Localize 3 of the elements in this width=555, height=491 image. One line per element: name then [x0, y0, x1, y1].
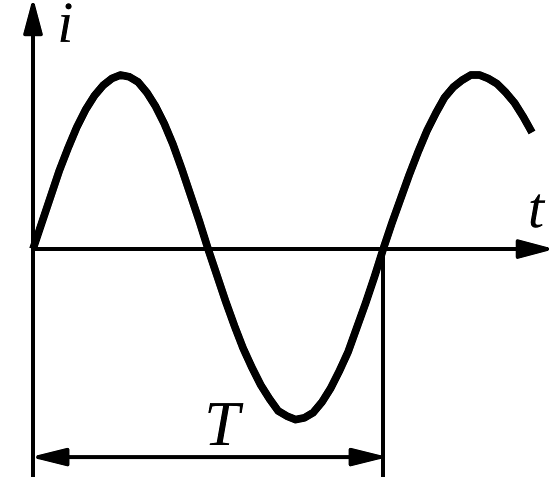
annotation: T [208, 403, 244, 446]
x-axis-title: t [530, 194, 546, 228]
y-axis-title: i [60, 3, 72, 42]
